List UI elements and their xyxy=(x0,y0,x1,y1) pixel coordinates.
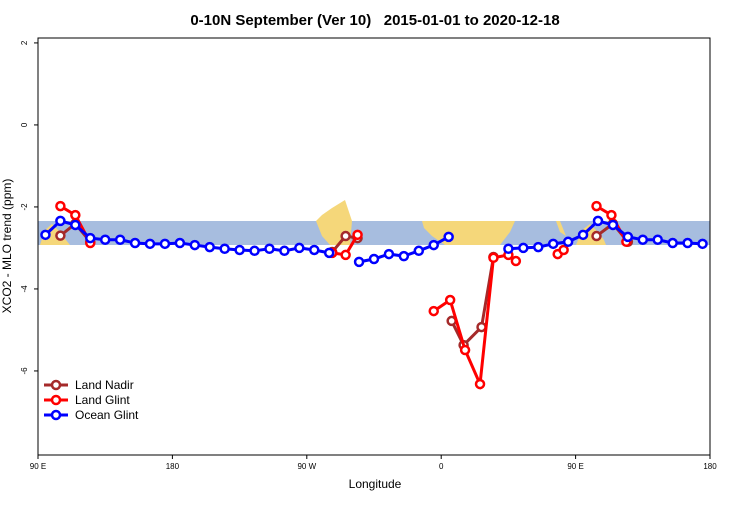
data-point xyxy=(697,238,708,250)
y-tick-label: 0 xyxy=(20,122,29,127)
data-point xyxy=(591,230,602,242)
data-point xyxy=(340,230,351,242)
data-point xyxy=(428,305,439,317)
data-point xyxy=(99,234,111,245)
data-point xyxy=(398,250,410,262)
data-point xyxy=(533,241,544,253)
x-axis-label: Longitude xyxy=(349,477,402,491)
data-point xyxy=(159,238,171,250)
data-point xyxy=(562,236,574,248)
data-point xyxy=(323,247,335,259)
data-point xyxy=(443,231,454,243)
data-point xyxy=(558,244,569,256)
y-axis-label: XCO2 - MLO trend (ppm) xyxy=(0,179,14,314)
plot-frame xyxy=(37,37,711,456)
x-tick-label: 0 xyxy=(439,462,444,471)
x-tick-label: 180 xyxy=(703,462,717,471)
data-point xyxy=(114,234,126,245)
data-point xyxy=(368,253,380,265)
data-point xyxy=(219,243,230,255)
data-point xyxy=(474,378,486,390)
y-tick-label: -2 xyxy=(20,203,29,211)
data-point xyxy=(55,215,66,227)
land xyxy=(556,221,566,236)
data-point xyxy=(353,256,365,268)
data-point xyxy=(234,244,245,256)
data-point xyxy=(174,237,186,249)
data-point xyxy=(340,249,351,261)
data-point xyxy=(249,245,260,257)
data-point xyxy=(518,242,529,254)
data-point xyxy=(129,237,141,249)
y-tick-label: 2 xyxy=(20,40,29,45)
data-point xyxy=(383,248,395,260)
legend-marker xyxy=(50,379,62,391)
data-point xyxy=(622,231,634,243)
data-point xyxy=(204,241,215,253)
x-tick-label: 90 E xyxy=(567,462,583,471)
data-point xyxy=(309,244,320,256)
data-point xyxy=(606,209,617,221)
data-point xyxy=(70,219,81,231)
data-point xyxy=(667,237,678,249)
data-point xyxy=(510,255,522,267)
data-point xyxy=(144,238,156,250)
data-point xyxy=(682,237,693,249)
data-point xyxy=(40,229,51,241)
data-point xyxy=(488,252,499,264)
data-point xyxy=(637,234,649,245)
y-tick-label: -6 xyxy=(20,367,29,375)
legend-label: Ocean Glint xyxy=(75,408,139,422)
y-tick-label: -4 xyxy=(20,285,29,293)
legend-marker xyxy=(50,394,62,406)
data-point xyxy=(459,344,471,356)
data-point xyxy=(55,200,66,212)
legend-marker xyxy=(50,409,62,421)
legend-label: Land Glint xyxy=(75,393,130,407)
data-point xyxy=(413,245,425,257)
data-point xyxy=(85,232,96,244)
data-point xyxy=(55,230,66,241)
data-point xyxy=(428,239,439,251)
x-tick-label: 90 W xyxy=(297,462,316,471)
data-point xyxy=(294,242,305,254)
chart-title: 0-10N September (Ver 10) 2015-01-01 to 2… xyxy=(190,12,559,29)
data-point xyxy=(264,243,275,255)
data-point xyxy=(592,215,604,227)
data-point xyxy=(547,238,559,250)
data-point xyxy=(189,239,201,251)
data-point xyxy=(503,243,514,255)
data-point xyxy=(652,234,663,245)
data-point xyxy=(279,245,290,257)
x-tick-label: 180 xyxy=(166,462,180,471)
data-point xyxy=(577,229,589,241)
data-point xyxy=(607,219,619,231)
data-point xyxy=(352,229,363,241)
legend-label: Land Nadir xyxy=(75,378,134,392)
data-point xyxy=(444,294,456,306)
data-point xyxy=(591,200,602,212)
x-tick-label: 90 E xyxy=(30,462,46,471)
data-point xyxy=(70,209,81,221)
